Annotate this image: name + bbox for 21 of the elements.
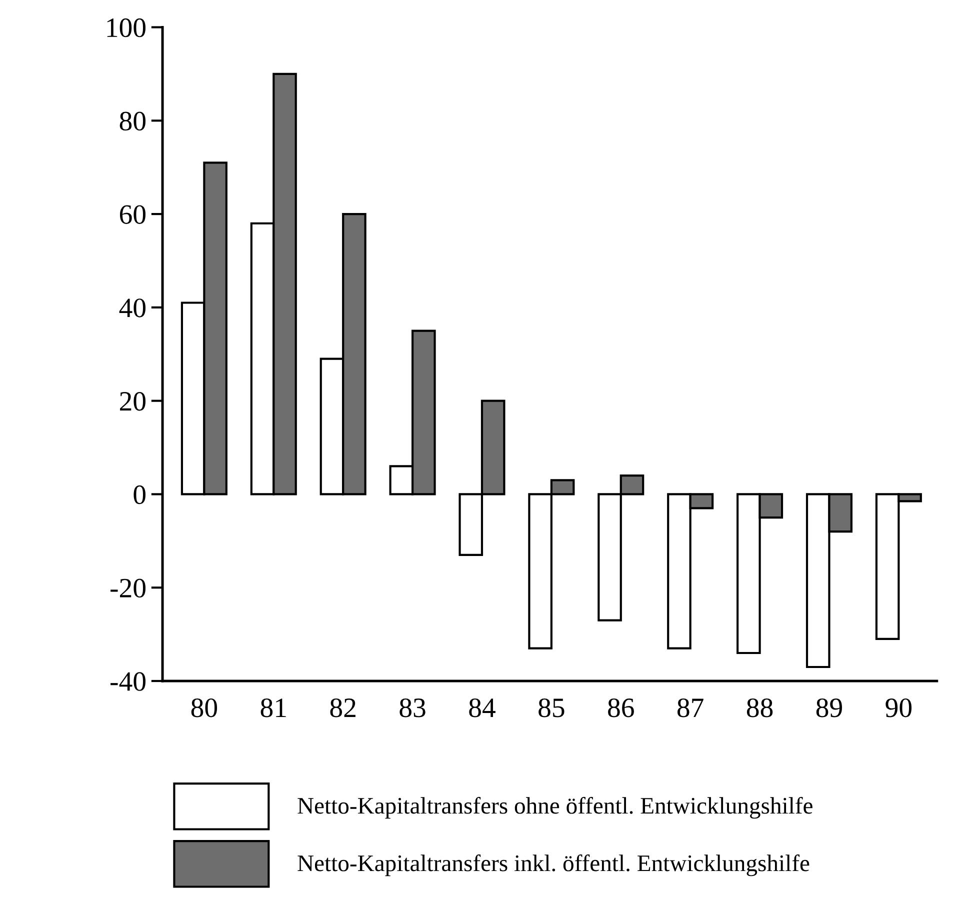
x-tick-label: 88: [746, 698, 773, 718]
x-tick-label: 85: [538, 698, 564, 718]
legend-label: Netto-Kapitaltransfers inkl. öffentl. Entwicklungshilfe: [298, 854, 810, 876]
legend-label: Netto-Kapitaltransfers ohne öffentl. Entwicklungshilfe: [298, 796, 812, 819]
x-tick-label: 80: [191, 698, 218, 718]
x-tick-label: 89: [816, 698, 842, 718]
x-tick-label: 84: [469, 698, 496, 718]
x-tick-label: 86: [608, 698, 634, 718]
y-tick-label: 20: [120, 392, 146, 411]
y-tick-label: 40: [119, 298, 146, 318]
x-tick-label: 81: [260, 698, 286, 718]
x-tick-label: 90: [886, 698, 912, 718]
x-tick-label: 83: [400, 698, 426, 718]
y-tick-label: 0: [134, 485, 146, 504]
y-tick-label: -20: [110, 578, 146, 598]
y-tick-label: 80: [120, 112, 146, 131]
y-tick-label: 100: [107, 18, 146, 38]
x-tick-label: 82: [330, 698, 356, 718]
y-tick-label: 60: [120, 205, 146, 224]
x-tick-label: 87: [678, 698, 704, 718]
y-tick-label: -40: [110, 672, 146, 691]
